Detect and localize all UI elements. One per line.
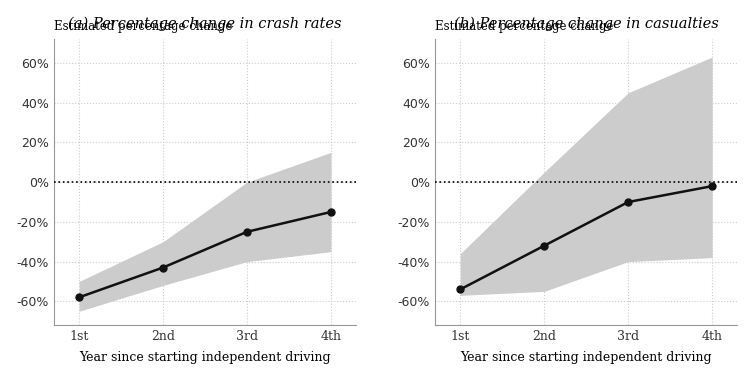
Title: (a) Percentage change in crash rates: (a) Percentage change in crash rates: [69, 17, 342, 31]
Title: (b) Percentage change in casualties: (b) Percentage change in casualties: [454, 17, 719, 31]
X-axis label: Year since starting independent driving: Year since starting independent driving: [79, 351, 331, 364]
Text: Estimated percentage change: Estimated percentage change: [54, 21, 232, 34]
X-axis label: Year since starting independent driving: Year since starting independent driving: [461, 351, 712, 364]
Text: Estimated percentage change: Estimated percentage change: [435, 21, 614, 34]
